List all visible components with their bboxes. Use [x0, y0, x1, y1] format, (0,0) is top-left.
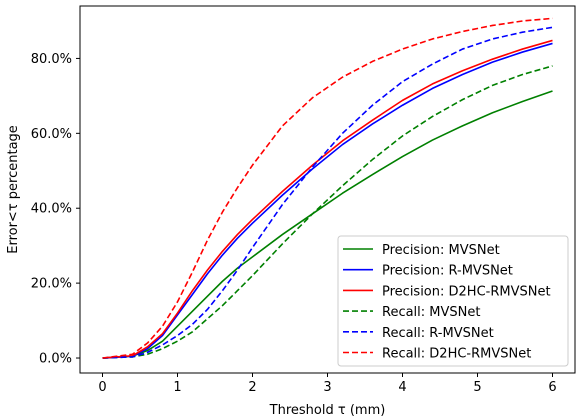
legend-label: Recall: D2HC-RMVSNet	[382, 347, 531, 362]
x-tick-label: 4	[398, 380, 406, 395]
series-line-1	[102, 90, 553, 359]
series-line-4	[102, 65, 553, 359]
y-tick-label: 0.0%	[39, 352, 72, 367]
legend-label: Precision: R-MVSNet	[382, 264, 513, 279]
x-axis-label: Threshold τ (mm)	[269, 403, 386, 418]
legend-label: Precision: D2HC-RMVSNet	[382, 284, 551, 299]
series-line-6	[102, 17, 553, 359]
x-tick-label: 3	[323, 380, 331, 395]
x-tick-label: 5	[473, 380, 481, 395]
legend: Precision: MVSNet Precision: R-MVSNet Prec…	[337, 235, 569, 367]
x-tick-label: 1	[173, 380, 181, 395]
y-axis-label: Error<τ percentage	[6, 125, 21, 254]
series-line-3	[102, 39, 553, 359]
y-tick-label: 20.0%	[31, 277, 72, 292]
legend-label: Recall: R-MVSNet	[382, 326, 494, 341]
y-axis-ticks: 0.0% 20.0% 40.0% 60.0% 80.0%	[31, 52, 80, 367]
y-tick-label: 60.0%	[31, 127, 72, 142]
x-axis-ticks: 0 1 2 3 4 5 6	[98, 373, 557, 395]
legend-box	[337, 235, 569, 367]
series-layer	[102, 17, 553, 359]
legend-label: Recall: MVSNet	[382, 305, 480, 320]
series-line-2	[102, 42, 553, 359]
series-line-5	[102, 26, 553, 359]
x-tick-label: 6	[548, 380, 556, 395]
legend-label: Precision: MVSNet	[382, 243, 500, 258]
x-tick-label: 0	[98, 380, 106, 395]
y-tick-label: 80.0%	[31, 52, 72, 67]
x-tick-label: 2	[248, 380, 256, 395]
y-tick-label: 40.0%	[31, 202, 72, 217]
